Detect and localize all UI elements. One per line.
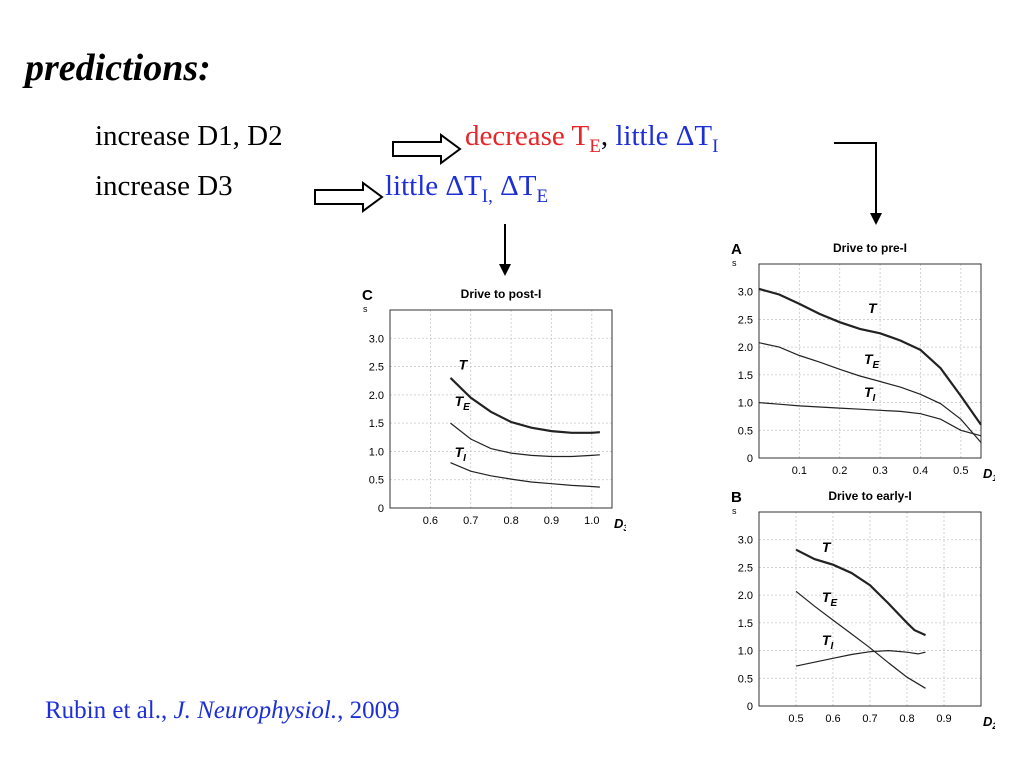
x-tick-label: 0.7 <box>862 713 877 725</box>
y-tick-label: 1.0 <box>369 446 384 458</box>
y-axis-unit: s <box>732 506 737 516</box>
series-line-0 <box>758 287 982 426</box>
chart-panel-a: As Drive to pre-I 0 0.5 1.0 1.5 2.0 2.5 3.0 0.1 0.… <box>731 241 995 483</box>
y-tick-label: 2.5 <box>738 314 753 326</box>
y-tick-label: 1.5 <box>738 618 753 630</box>
x-tick-label: 0.9 <box>936 713 951 725</box>
bullet1-result-blue: little ΔTI <box>615 120 719 157</box>
y-tick-label: 0.5 <box>738 425 753 437</box>
chart-title: Drive to early-I <box>828 489 911 503</box>
plot-frame <box>389 309 613 509</box>
right-arrow-icon <box>314 181 384 213</box>
series-line-1 <box>450 422 600 458</box>
y-tick-label: 0.5 <box>369 475 384 487</box>
plot-frame <box>758 511 982 707</box>
y-tick-label: 1.5 <box>369 418 384 430</box>
x-tick-label: 0.6 <box>423 515 438 527</box>
citation: Rubin et al., J. Neurophysiol., 2009 <box>45 697 400 724</box>
y-tick-label: 0.5 <box>738 673 753 685</box>
bullet-line-1: increase D1, D2 <box>95 120 283 153</box>
chart-title: Drive to pre-I <box>833 241 907 255</box>
series-label: TI <box>864 384 876 404</box>
x-tick-label: 0.2 <box>832 465 847 477</box>
y-tick-label: 2.0 <box>738 342 753 354</box>
x-axis-label: D2 <box>983 714 995 731</box>
bullet-line-2: increase D3 <box>95 170 233 203</box>
series-label: T <box>822 539 832 555</box>
series-line-2 <box>758 402 982 437</box>
x-tick-label: 0.7 <box>463 515 478 527</box>
right-arrow-icon <box>392 133 462 165</box>
x-tick-label: 0.5 <box>953 465 968 477</box>
y-tick-label: 3.0 <box>738 535 753 547</box>
bullet1-comma: , <box>600 120 609 152</box>
y-tick-label: 0 <box>747 701 753 713</box>
x-tick-label: 0.5 <box>788 713 803 725</box>
series-line-0 <box>449 377 600 434</box>
y-tick-label: 2.0 <box>369 390 384 402</box>
series-label: T <box>459 356 469 372</box>
y-tick-label: 2.5 <box>738 562 753 574</box>
x-tick-label: 0.8 <box>503 515 518 527</box>
panel-letter: C <box>362 287 373 304</box>
x-axis-label: D3 <box>614 516 626 533</box>
x-tick-label: 0.3 <box>872 465 887 477</box>
y-axis-unit: s <box>363 304 368 314</box>
connector-arrow-icon <box>499 224 511 276</box>
y-tick-label: 1.0 <box>738 398 753 410</box>
x-tick-label: 0.8 <box>899 713 914 725</box>
y-tick-label: 1.5 <box>738 370 753 382</box>
chart-title: Drive to post-I <box>461 287 542 301</box>
series-label: TI <box>455 444 467 464</box>
connector-arrow-icon <box>834 142 882 225</box>
x-tick-label: 0.1 <box>792 465 807 477</box>
series-label: T <box>868 300 878 316</box>
series-label: TI <box>822 632 834 652</box>
y-tick-label: 0 <box>378 503 384 515</box>
series-line-1 <box>795 590 926 689</box>
series-line-2 <box>450 462 600 488</box>
y-axis-unit: s <box>732 258 737 268</box>
x-axis-label: D1 <box>983 466 995 483</box>
chart-panel-b: Bs Drive to early-I 0 0.5 1.0 1.5 2.0 2.5 3.0 0.5… <box>731 489 995 731</box>
plot-frame <box>758 263 982 459</box>
bullet2-result: little ΔTI, ΔTE <box>385 170 549 207</box>
y-tick-label: 2.5 <box>369 362 384 374</box>
y-tick-label: 2.0 <box>738 590 753 602</box>
series-label: TE <box>822 589 838 609</box>
x-tick-label: 1.0 <box>584 515 599 527</box>
chart-panel-c: Cs Drive to post-I 0 0.5 1.0 1.5 2.0 2.5 3.0 0.6 0… <box>362 287 626 533</box>
panel-letter: B <box>731 489 742 506</box>
slide-heading: predictions: <box>25 47 211 89</box>
y-tick-label: 3.0 <box>738 287 753 299</box>
bullet1-result: decrease TE, little ΔTI <box>465 120 718 158</box>
series-line-2 <box>795 649 926 667</box>
bullet1-text: increase D1, D2 <box>95 120 283 152</box>
panel-letter: A <box>731 241 742 258</box>
series-label: TE <box>864 351 880 371</box>
x-tick-label: 0.6 <box>825 713 840 725</box>
x-tick-label: 0.4 <box>913 465 928 477</box>
x-tick-label: 0.9 <box>544 515 559 527</box>
bullet2-text: increase D3 <box>95 170 233 202</box>
bullet1-result-red: decrease TE <box>465 120 601 157</box>
series-line-0 <box>795 548 926 637</box>
y-tick-label: 3.0 <box>369 333 384 345</box>
y-tick-label: 0 <box>747 453 753 465</box>
y-tick-label: 1.0 <box>738 646 753 658</box>
series-line-1 <box>758 342 982 443</box>
